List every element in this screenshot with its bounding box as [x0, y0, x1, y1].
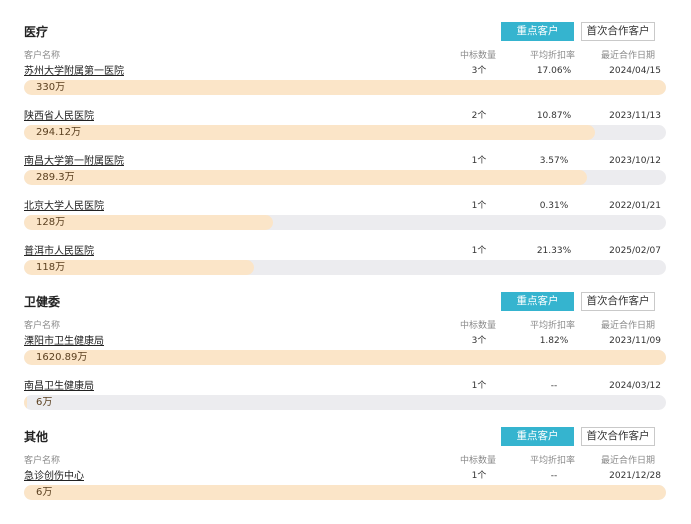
amount-bar-track: 330万 [24, 80, 666, 95]
average-discount-rate: 10.87% [536, 111, 572, 121]
average-discount-rate: 17.06% [536, 66, 572, 76]
column-header-rate: 平均折扣率 [530, 321, 576, 331]
customer-row: 苏州大学附属第一医院 3个 17.06% 2024/04/15 330万 [0, 65, 691, 105]
customer-name-link[interactable]: 普洱市人民医院 [24, 246, 94, 257]
average-discount-rate: -- [550, 381, 558, 391]
key-customers-button[interactable]: 重点客户 [501, 22, 574, 41]
amount-bar-track: 6万 [24, 485, 666, 500]
amount-bar-fill [24, 350, 666, 365]
column-header-count: 中标数量 [460, 456, 497, 466]
average-discount-rate: 21.33% [536, 246, 572, 256]
bid-count: 3个 [471, 336, 487, 346]
customer-name-link[interactable]: 北京大学人民医院 [24, 201, 104, 212]
amount-bar-fill [24, 395, 27, 410]
customer-row: 陕西省人民医院 2个 10.87% 2023/11/13 294.12万 [0, 110, 691, 150]
amount-bar-track: 1620.89万 [24, 350, 666, 365]
column-header-name: 客户名称 [24, 456, 61, 466]
amount-bar-fill [24, 215, 274, 230]
bid-count: 1个 [471, 156, 487, 166]
section-title: 医疗 [24, 25, 49, 39]
section-title: 其他 [24, 430, 49, 444]
bid-count: 1个 [471, 201, 487, 211]
column-header-date: 最近合作日期 [601, 456, 656, 466]
customer-name-link[interactable]: 急诊创伤中心 [24, 471, 84, 482]
amount-value: 118万 [36, 262, 66, 273]
amount-value: 128万 [36, 217, 66, 228]
amount-value: 330万 [36, 82, 66, 93]
latest-cooperation-date: 2023/11/09 [609, 336, 661, 346]
customer-section: 卫健委 重点客户 首次合作客户客户名称 中标数量 平均折扣率 最近合作日期溧阳市卫生健康局… [0, 292, 691, 425]
amount-bar-fill [24, 260, 254, 275]
customer-row: 普洱市人民医院 1个 21.33% 2025/02/07 118万 [0, 245, 691, 285]
amount-bar-track: 289.3万 [24, 170, 666, 185]
customer-row: 南昌卫生健康局 1个 -- 2024/03/12 6万 [0, 380, 691, 420]
latest-cooperation-date: 2023/11/13 [609, 111, 661, 121]
first-cooperation-customers-button[interactable]: 首次合作客户 [581, 427, 655, 446]
latest-cooperation-date: 2023/10/12 [609, 156, 661, 166]
bid-count: 3个 [471, 66, 487, 76]
amount-bar-fill [24, 80, 666, 95]
column-header-name: 客户名称 [24, 321, 61, 331]
customer-name-link[interactable]: 陕西省人民医院 [24, 111, 94, 122]
amount-value: 1620.89万 [36, 352, 88, 363]
amount-bar-fill [24, 485, 666, 500]
bid-count: 1个 [471, 246, 487, 256]
column-header-count: 中标数量 [460, 51, 497, 61]
average-discount-rate: 1.82% [539, 336, 569, 346]
customer-name-link[interactable]: 苏州大学附属第一医院 [24, 66, 124, 77]
average-discount-rate: 3.57% [539, 156, 569, 166]
customer-row: 急诊创伤中心 1个 -- 2021/12/28 6万 [0, 470, 691, 510]
amount-bar-fill [24, 125, 596, 140]
amount-value: 289.3万 [36, 172, 75, 183]
section-title: 卫健委 [24, 295, 61, 309]
column-header-name: 客户名称 [24, 51, 61, 61]
amount-bar-track: 118万 [24, 260, 666, 275]
average-discount-rate: 0.31% [539, 201, 569, 211]
customer-name-link[interactable]: 南昌大学第一附属医院 [24, 156, 124, 167]
latest-cooperation-date: 2025/02/07 [609, 246, 661, 256]
column-header-date: 最近合作日期 [601, 51, 656, 61]
amount-value: 6万 [36, 397, 53, 408]
latest-cooperation-date: 2022/01/21 [609, 201, 661, 211]
first-cooperation-customers-button[interactable]: 首次合作客户 [581, 22, 655, 41]
bid-count: 1个 [471, 471, 487, 481]
customer-row: 南昌大学第一附属医院 1个 3.57% 2023/10/12 289.3万 [0, 155, 691, 195]
column-header-count: 中标数量 [460, 321, 497, 331]
column-header-date: 最近合作日期 [601, 321, 656, 331]
key-customers-button[interactable]: 重点客户 [501, 292, 574, 311]
column-header-rate: 平均折扣率 [530, 51, 576, 61]
column-header-rate: 平均折扣率 [530, 456, 576, 466]
bid-count: 2个 [471, 111, 487, 121]
customer-name-link[interactable]: 溧阳市卫生健康局 [24, 336, 104, 347]
latest-cooperation-date: 2021/12/28 [609, 471, 661, 481]
key-customers-button[interactable]: 重点客户 [501, 427, 574, 446]
amount-bar-fill [24, 170, 588, 185]
average-discount-rate: -- [550, 471, 558, 481]
first-cooperation-customers-button[interactable]: 首次合作客户 [581, 292, 655, 311]
customer-row: 溧阳市卫生健康局 3个 1.82% 2023/11/09 1620.89万 [0, 335, 691, 375]
customer-row: 北京大学人民医院 1个 0.31% 2022/01/21 128万 [0, 200, 691, 240]
customer-name-link[interactable]: 南昌卫生健康局 [24, 381, 94, 392]
customer-section: 医疗 重点客户 首次合作客户客户名称 中标数量 平均折扣率 最近合作日期苏州大学附属第一医… [0, 22, 691, 290]
latest-cooperation-date: 2024/04/15 [609, 66, 661, 76]
latest-cooperation-date: 2024/03/12 [609, 381, 661, 391]
bid-count: 1个 [471, 381, 487, 391]
amount-bar-track: 6万 [24, 395, 666, 410]
amount-value: 294.12万 [36, 127, 81, 138]
customer-section: 其他 重点客户 首次合作客户客户名称 中标数量 平均折扣率 最近合作日期急诊创伤中心 1个 -… [0, 427, 691, 515]
amount-bar-track: 128万 [24, 215, 666, 230]
amount-bar-track: 294.12万 [24, 125, 666, 140]
amount-value: 6万 [36, 487, 53, 498]
